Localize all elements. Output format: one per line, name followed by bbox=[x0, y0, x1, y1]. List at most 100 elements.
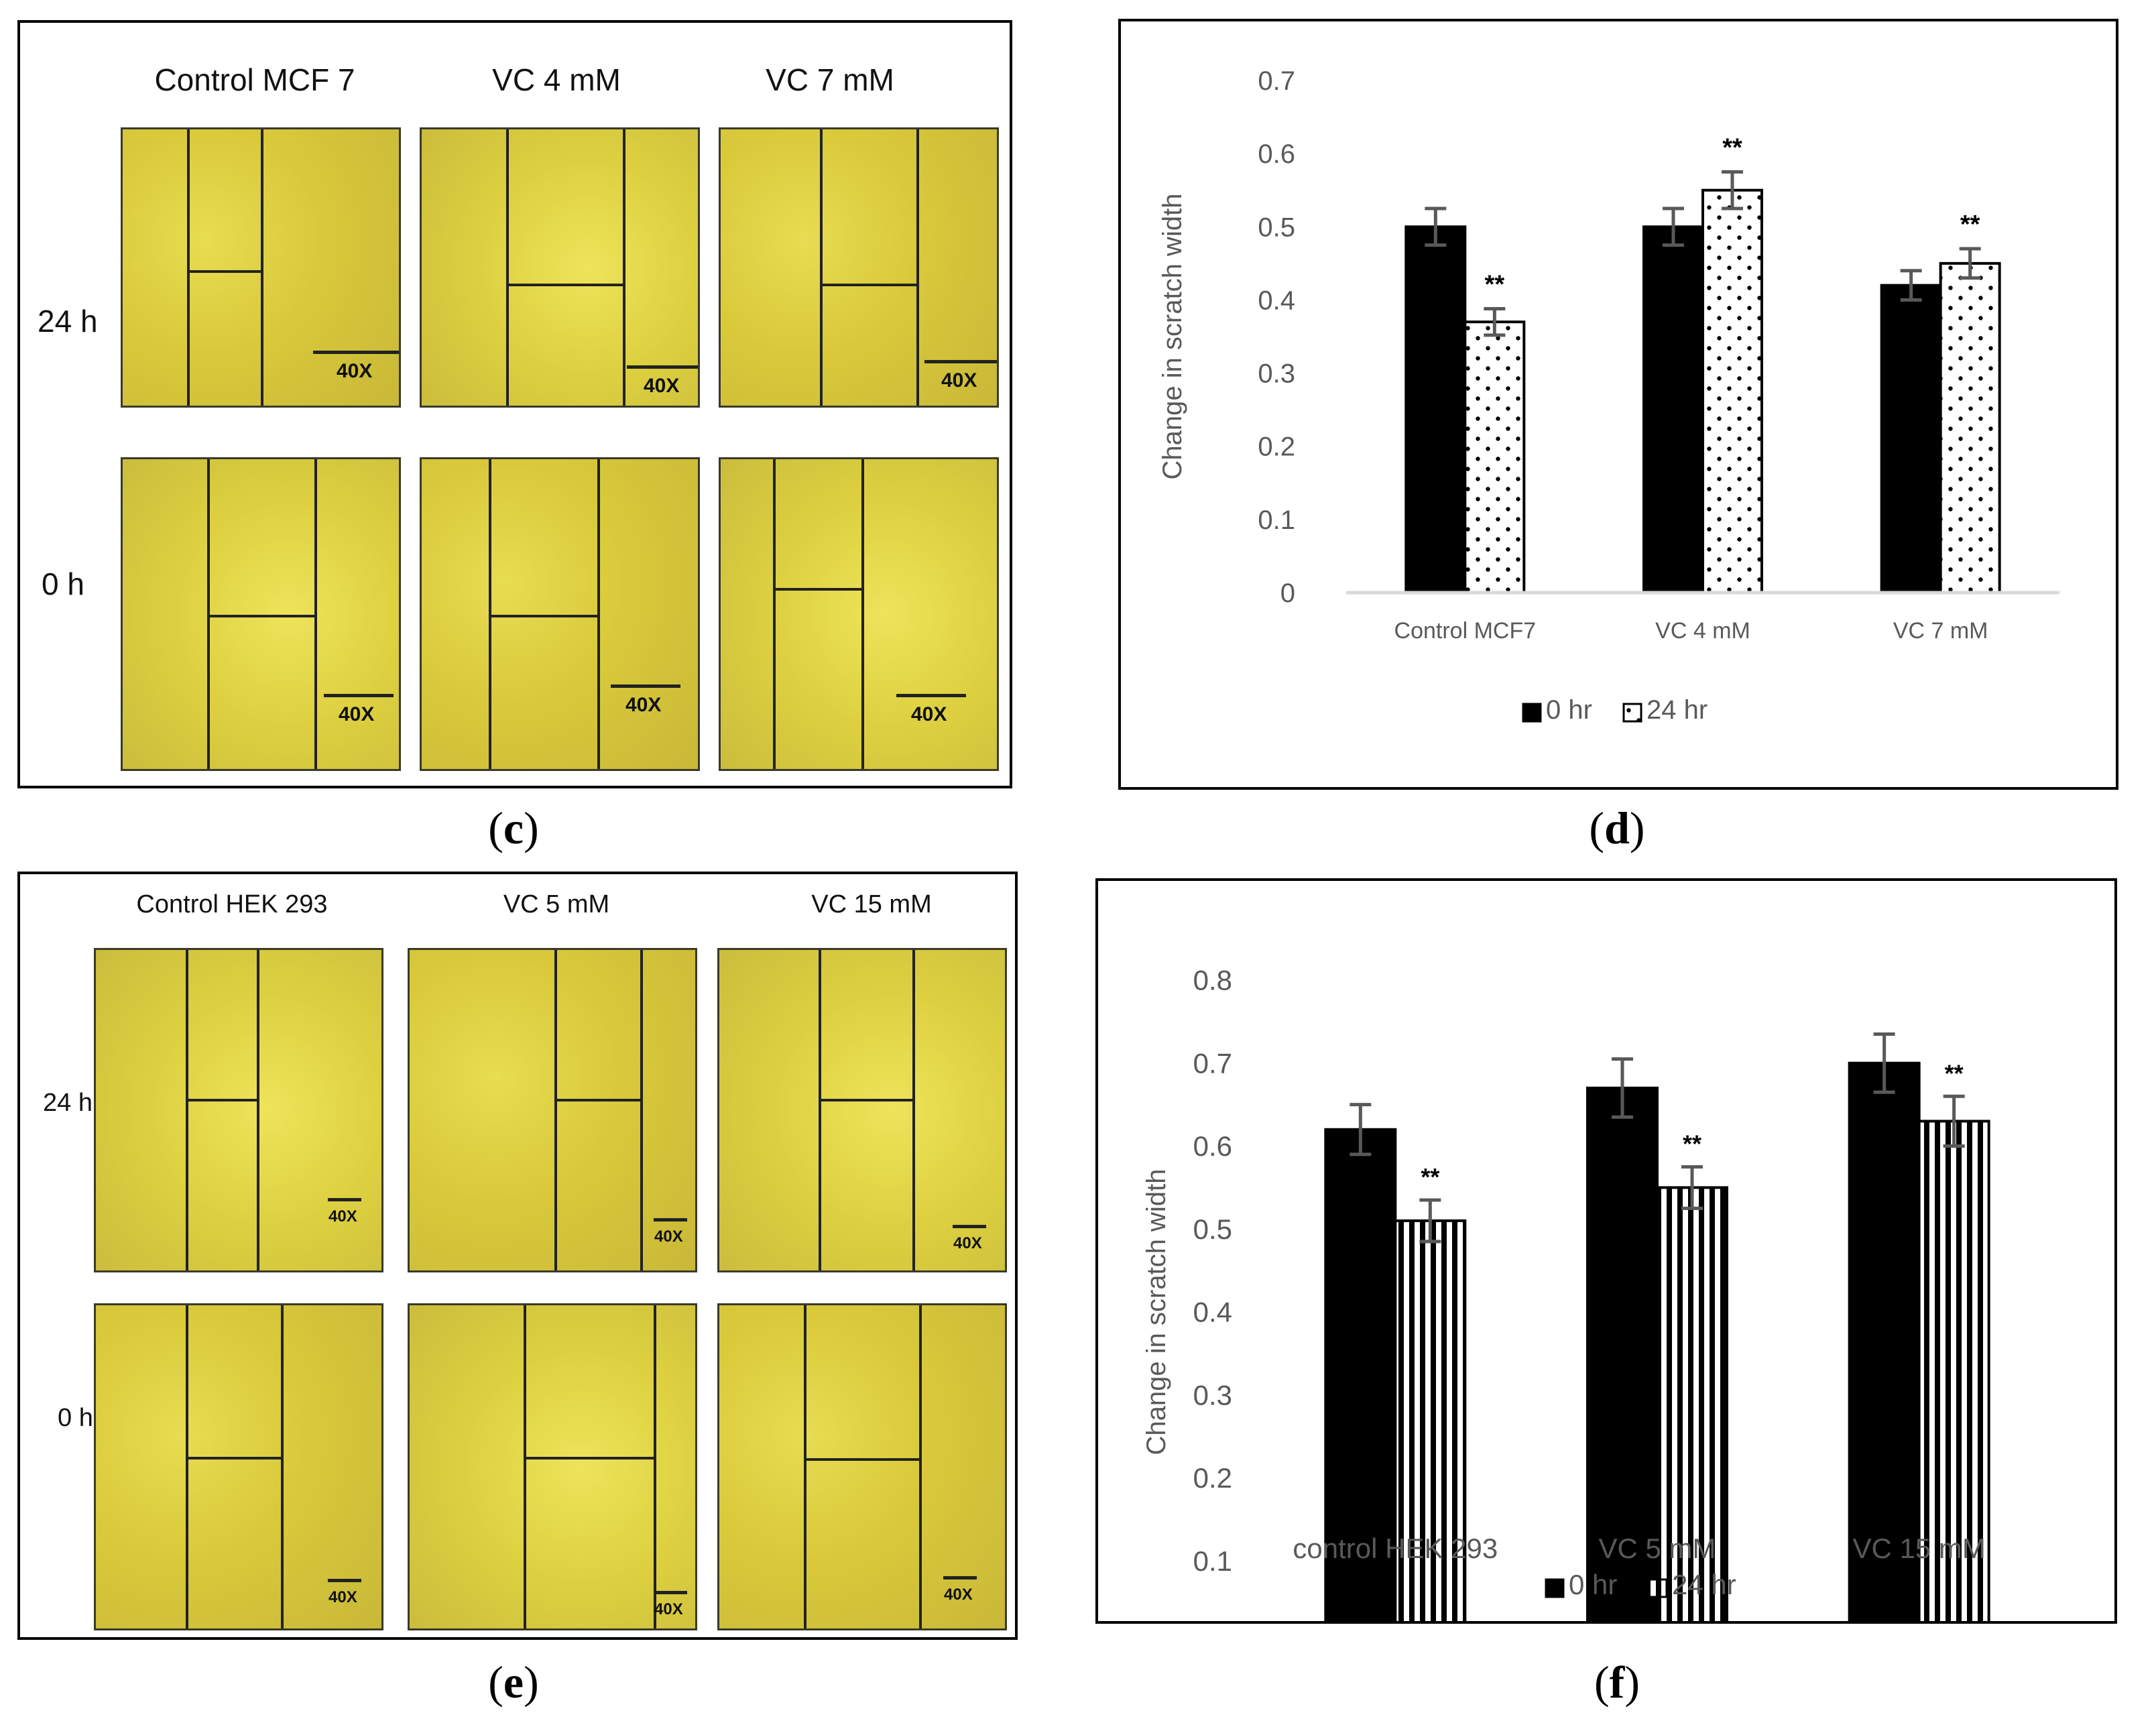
y-tick-label: 0.4 bbox=[1193, 1297, 1232, 1328]
magnification-label: 40X bbox=[654, 1600, 683, 1618]
y-tick-label: 0.3 bbox=[1258, 359, 1295, 389]
y-tick-label: 0.8 bbox=[1193, 965, 1232, 996]
scratch-edge-line bbox=[919, 1305, 922, 1628]
panel-c-micrographs: Control MCF 7 VC 4 mM VC 7 mM 24 h 0 h 4… bbox=[17, 20, 1012, 788]
scratch-edge-line bbox=[207, 459, 210, 769]
scratch-edge-line bbox=[186, 950, 188, 1270]
y-tick-label: 0.2 bbox=[1258, 432, 1295, 462]
scratch-width-line bbox=[524, 1457, 654, 1459]
scratch-edge-line bbox=[489, 459, 491, 769]
panel-c-col-header-2: VC 4 mM bbox=[492, 62, 621, 97]
magnification-label: 40X bbox=[654, 1228, 683, 1246]
y-tick-label: 0.5 bbox=[1193, 1213, 1232, 1245]
legend-swatch-0hr bbox=[1522, 703, 1542, 723]
x-category-label: VC 5 mM bbox=[1598, 1533, 1716, 1564]
x-category-label: VC 7 mM bbox=[1893, 618, 1988, 644]
scratch-width-line bbox=[804, 1458, 919, 1461]
panel-c-micrograph-vc4-24h: 40X bbox=[420, 127, 700, 408]
bar-24hr-2 bbox=[1917, 1120, 1990, 1621]
y-tick-label: 0.7 bbox=[1193, 1047, 1232, 1079]
scratch-edge-line bbox=[261, 129, 263, 406]
y-tick-label: 0.2 bbox=[1193, 1462, 1232, 1494]
scratch-edge-line bbox=[506, 129, 509, 406]
scratch-width-line bbox=[186, 1457, 281, 1459]
legend-swatch-0hr bbox=[1545, 1578, 1565, 1598]
scratch-edge-line bbox=[187, 129, 190, 406]
scratch-edge-line bbox=[554, 950, 557, 1270]
significance-annotation: ** bbox=[1421, 1163, 1439, 1191]
y-tick-label: 0.4 bbox=[1258, 286, 1295, 315]
y-tick-label: 0.7 bbox=[1258, 66, 1295, 96]
y-axis-title: Change in scratch width bbox=[1142, 1169, 1171, 1455]
bar-24hr-0 bbox=[1394, 1219, 1467, 1621]
panel-e-micrograph-vc5-24h: 40X bbox=[408, 948, 697, 1272]
panel-e-micrograph-vc5-0h: 40X bbox=[408, 1303, 697, 1630]
panel-c-micrograph-control-0h: 40X bbox=[121, 457, 401, 771]
bar-24hr-1 bbox=[1701, 188, 1763, 594]
scratch-width-line bbox=[186, 1099, 257, 1101]
magnification-label: 40X bbox=[941, 369, 977, 392]
caption-e-letter: e bbox=[503, 1657, 524, 1708]
y-tick-label: 0.1 bbox=[1193, 1545, 1232, 1577]
y-tick-label: 0 bbox=[1280, 579, 1295, 608]
y-tick-label: 0.1 bbox=[1258, 505, 1295, 535]
y-tick-label: 0.3 bbox=[1193, 1379, 1232, 1411]
scratch-edge-line bbox=[640, 950, 643, 1270]
magnification-label: 40X bbox=[644, 375, 680, 397]
scratch-width-line bbox=[207, 615, 314, 617]
chart-d-svg: 0 0.1 0.2 0.3 0.4 0.5 0.6 0.7 Change in scratch … bbox=[1158, 66, 2059, 725]
panel-c-micrograph-vc4-0h: 40X bbox=[420, 457, 700, 771]
y-tick-label: 0.5 bbox=[1258, 213, 1295, 242]
scale-bar bbox=[654, 1218, 687, 1221]
x-category-label: VC 15 mM bbox=[1852, 1533, 1985, 1564]
panel-e-row-label-24h: 24 h bbox=[43, 1089, 93, 1117]
scale-bar bbox=[924, 360, 997, 363]
scratch-edge-line bbox=[281, 1305, 284, 1628]
y-tick-label: 0.6 bbox=[1258, 139, 1295, 169]
panel-e-micrograph-vc15-0h: 40X bbox=[717, 1303, 1007, 1630]
significance-annotation: ** bbox=[1683, 1130, 1701, 1157]
significance-annotation: ** bbox=[1485, 271, 1505, 299]
legend-swatch-24hr bbox=[1648, 1578, 1668, 1598]
scratch-edge-line bbox=[912, 950, 915, 1270]
scratch-width-line bbox=[554, 1099, 640, 1101]
panel-e-micrographs: Control HEK 293 VC 5 mM VC 15 mM 24 h 0 … bbox=[17, 872, 1018, 1640]
caption-c: (c) bbox=[488, 802, 539, 853]
x-category-label: VC 4 mM bbox=[1655, 618, 1750, 644]
scratch-width-line bbox=[820, 284, 916, 286]
scale-bar bbox=[328, 1198, 361, 1201]
magnification-label: 40X bbox=[944, 1586, 973, 1604]
panel-e-col-header-2: VC 5 mM bbox=[503, 890, 610, 918]
magnification-label: 40X bbox=[953, 1234, 982, 1252]
scratch-edge-line bbox=[861, 459, 864, 769]
bar-0hr-0 bbox=[1404, 225, 1467, 594]
panel-c-micrograph-vc7-0h: 40X bbox=[719, 457, 999, 771]
legend-label-24hr: 24 hr bbox=[1646, 695, 1708, 725]
scratch-edge-line bbox=[623, 129, 625, 406]
legend-label-0hr: 0 hr bbox=[1546, 695, 1592, 725]
magnification-label: 40X bbox=[339, 703, 375, 725]
scale-bar bbox=[654, 1591, 687, 1594]
caption-f: (f) bbox=[1594, 1657, 1640, 1708]
scale-bar bbox=[313, 351, 399, 354]
scratch-edge-line bbox=[257, 950, 259, 1270]
panel-d-chart-frame: 0 0.1 0.2 0.3 0.4 0.5 0.6 0.7 Change in scratch … bbox=[1118, 19, 2118, 790]
bar-0hr-2 bbox=[1880, 284, 1942, 594]
magnification-label: 40X bbox=[911, 703, 947, 725]
scratch-edge-line bbox=[314, 459, 317, 769]
scratch-edge-line bbox=[804, 1305, 806, 1628]
x-category-label: Control MCF7 bbox=[1394, 618, 1537, 644]
panel-e-micrograph-control-0h: 40X bbox=[94, 1303, 383, 1630]
significance-annotation: ** bbox=[1945, 1059, 1964, 1087]
scratch-edge-line bbox=[773, 459, 776, 769]
bar-24hr-0 bbox=[1463, 320, 1526, 594]
scratch-edge-line bbox=[916, 129, 919, 406]
significance-annotation: ** bbox=[1960, 211, 1980, 239]
caption-e: (e) bbox=[488, 1657, 539, 1708]
scale-bar bbox=[943, 1576, 977, 1579]
caption-d: (d) bbox=[1589, 802, 1645, 853]
scratch-edge-line bbox=[820, 129, 823, 406]
scratch-width-line bbox=[506, 284, 623, 286]
scale-bar bbox=[324, 694, 394, 697]
